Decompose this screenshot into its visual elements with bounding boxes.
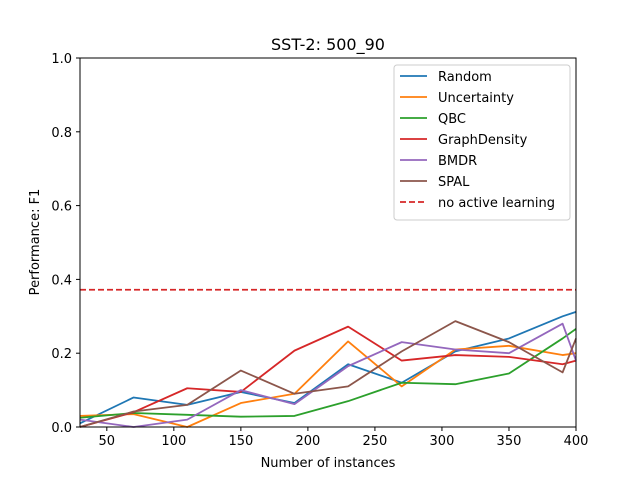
x-tick-label: 250 xyxy=(363,434,388,449)
legend: Random Uncertainty QBC GraphDensity BMDR SPAL… xyxy=(393,64,571,221)
x-tick-label: 100 xyxy=(161,434,186,449)
x-tick-label: 300 xyxy=(430,434,455,449)
y-tick-label: 0.8 xyxy=(51,126,72,141)
y-tick-label: 0.4 xyxy=(51,273,72,288)
legend-label: GraphDensity xyxy=(438,133,528,148)
plot-area xyxy=(79,57,577,428)
x-tick-label: 200 xyxy=(295,434,320,449)
legend-label: no active learning xyxy=(438,196,555,211)
series-line-spal xyxy=(79,320,577,428)
x-axis: 50 100 150 200 250 300 350 400 xyxy=(99,427,589,449)
y-tick-label: 0.0 xyxy=(51,421,72,436)
x-tick-label: 50 xyxy=(99,434,116,449)
y-axis-label: Performance: F1 xyxy=(28,189,43,296)
series-line-bmdr xyxy=(79,322,577,428)
series-line-qbc xyxy=(79,328,577,419)
legend-box xyxy=(393,64,571,221)
y-tick-label: 0.2 xyxy=(51,347,72,362)
plot-frame xyxy=(79,57,577,428)
y-axis: 0.0 0.2 0.4 0.6 0.8 1.0 xyxy=(51,52,80,436)
legend-label: QBC xyxy=(438,112,466,127)
legend-label: SPAL xyxy=(438,175,470,190)
x-axis-label: Number of instances xyxy=(261,456,396,471)
series-line-graphdensity xyxy=(79,325,577,428)
x-tick-label: 400 xyxy=(564,434,589,449)
x-tick-label: 150 xyxy=(228,434,253,449)
series-line-random xyxy=(79,311,577,425)
legend-label: Uncertainty xyxy=(438,91,514,106)
legend-label: BMDR xyxy=(438,154,477,169)
chart-title: SST-2: 500_90 xyxy=(271,35,385,55)
y-tick-label: 0.6 xyxy=(51,200,72,215)
y-tick-label: 1.0 xyxy=(51,52,72,67)
x-tick-label: 350 xyxy=(497,434,522,449)
legend-label: Random xyxy=(438,70,492,85)
